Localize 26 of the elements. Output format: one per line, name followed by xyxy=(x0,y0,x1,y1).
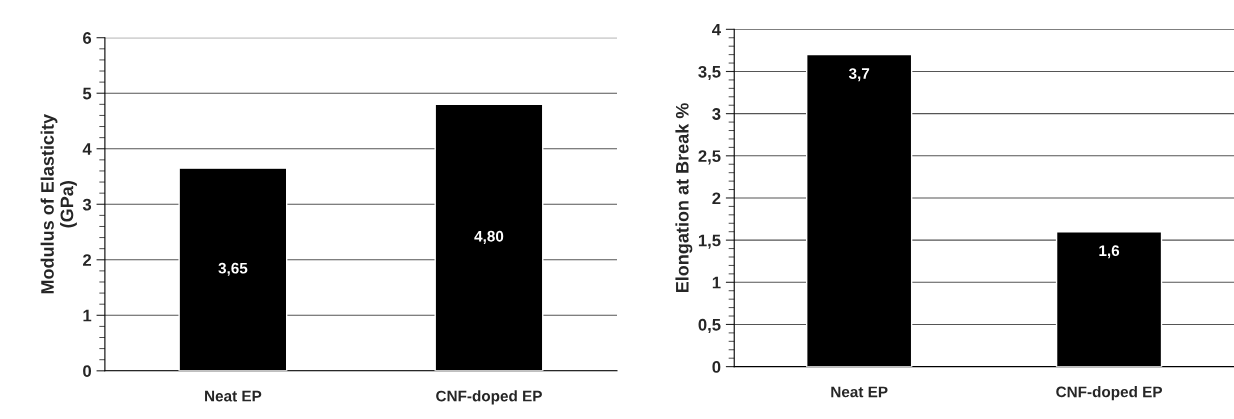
data-label: 3,65 xyxy=(218,262,248,276)
y-tick-label: 1 xyxy=(83,309,92,322)
y-tick-label: 1 xyxy=(712,276,721,289)
y-tick-label: 3 xyxy=(712,108,721,120)
y-tick-label: 5 xyxy=(82,87,92,100)
y-tick-label: 2,5 xyxy=(698,150,721,165)
x-tick-label: Neat EP xyxy=(831,386,888,398)
data-label: 1,6 xyxy=(1099,245,1120,259)
y-tick-label: 6 xyxy=(83,32,92,44)
y-tick-label: 0 xyxy=(712,361,721,373)
y-tick-label: 1,5 xyxy=(698,234,721,249)
x-tick-label: CNF-doped EP xyxy=(436,390,542,405)
y-tick-label: 2 xyxy=(712,192,721,205)
y-tick-label: 0,5 xyxy=(698,318,721,334)
data-label: 3,7 xyxy=(848,68,870,82)
y-tick-label: 4 xyxy=(712,23,721,36)
y-tick-label: 0 xyxy=(83,365,92,378)
x-tick-label: Neat EP xyxy=(205,390,262,402)
y-tick-label: 3 xyxy=(82,198,92,211)
y-axis-title: Modulus of Elasticity (GPa) xyxy=(40,114,77,294)
y-tick-label: 3,5 xyxy=(698,65,721,81)
data-label: 4,80 xyxy=(474,230,504,244)
y-tick-label: 2 xyxy=(83,254,92,266)
y-tick-label: 4 xyxy=(82,143,92,155)
y-axis-title: Elongation at Break % xyxy=(675,103,693,293)
x-tick-label: CNF-doped EP xyxy=(1056,386,1163,401)
